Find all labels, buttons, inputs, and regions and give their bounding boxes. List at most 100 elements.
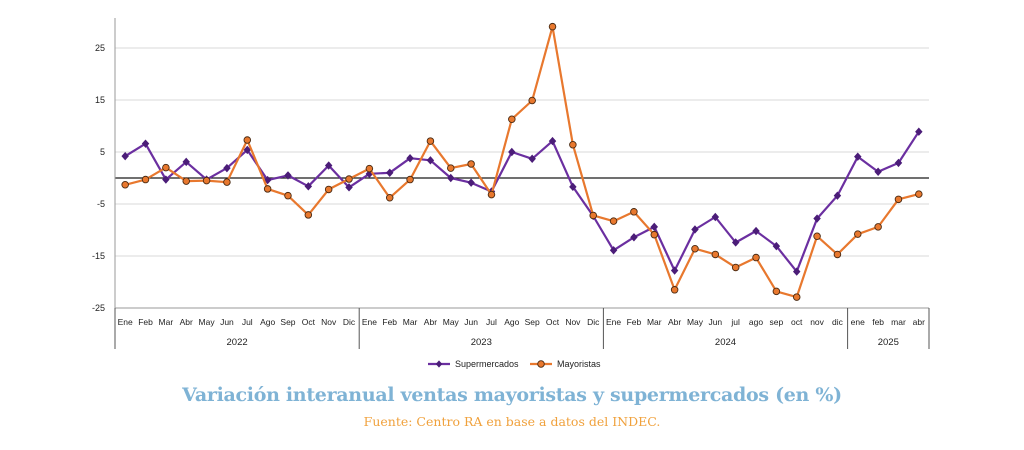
data-point <box>406 175 414 184</box>
data-point <box>284 191 292 200</box>
data-point <box>304 182 313 191</box>
data-point <box>874 223 882 231</box>
data-point <box>385 194 394 202</box>
data-point <box>223 178 231 186</box>
data-point <box>874 167 882 176</box>
data-point <box>752 253 760 262</box>
x-tick-label: Oct <box>546 317 560 327</box>
x-tick-label: Ago <box>504 317 519 327</box>
x-tick-label: Ago <box>260 317 275 327</box>
x-tick-label: oct <box>791 317 803 327</box>
data-point <box>813 214 821 223</box>
data-point <box>609 246 618 255</box>
x-tick-label: Abr <box>180 317 193 327</box>
y-tick-label: 15 <box>95 95 105 105</box>
series-line <box>124 131 920 273</box>
legend-label: Mayoristas <box>557 359 601 369</box>
data-point <box>915 127 923 136</box>
x-tick-label: dic <box>832 317 844 327</box>
legend-item: Supermercados <box>428 359 519 369</box>
series-line <box>124 25 920 299</box>
data-point <box>691 225 699 234</box>
data-point <box>141 175 150 184</box>
year-label: 2024 <box>715 337 736 348</box>
data-point <box>731 238 740 247</box>
x-axis: Ene Feb Mar Abr May Jun Jul Ago Sep Oct Nov Dic Ene F… <box>114 307 930 349</box>
data-point <box>426 156 435 165</box>
data-point <box>121 181 129 189</box>
data-point <box>365 164 374 173</box>
y-tick-label: -5 <box>97 199 105 209</box>
x-tick-label: Jul <box>486 317 497 327</box>
x-tick-label: Sep <box>525 317 540 327</box>
x-tick-label: May <box>443 317 460 327</box>
y-axis: 25 15 5 -5 -15 -25 <box>92 18 116 313</box>
data-point <box>528 96 536 105</box>
x-tick-label: May <box>687 317 704 327</box>
data-point <box>345 175 353 183</box>
x-tick-label: Dic <box>587 317 600 327</box>
data-point <box>447 164 455 172</box>
data-point <box>772 287 781 296</box>
legend-label: Supermercados <box>455 359 519 369</box>
chart: 25 15 5 -5 -15 -25 Ene Feb Mar Abr May Jun Jul Ago Se… <box>92 18 930 369</box>
data-point <box>670 266 679 275</box>
data-point <box>182 157 190 167</box>
year-label: 2023 <box>471 337 492 348</box>
x-tick-label: jul <box>730 317 740 327</box>
x-tick-label: Feb <box>138 317 153 327</box>
data-point <box>731 263 740 272</box>
data-point <box>467 178 475 187</box>
x-tick-label: feb <box>872 317 884 327</box>
x-tick-label: Nov <box>321 317 337 327</box>
data-point <box>284 171 292 180</box>
data-point <box>202 176 211 185</box>
x-tick-label: May <box>199 317 216 327</box>
y-tick-label: 5 <box>100 147 105 157</box>
data-point <box>324 161 333 170</box>
data-point <box>691 244 699 253</box>
data-point <box>141 139 150 148</box>
data-point <box>569 182 577 192</box>
data-point <box>711 250 720 259</box>
data-point <box>894 158 903 168</box>
legend-marker <box>435 360 443 368</box>
x-tick-label: Ene <box>118 317 133 327</box>
data-point <box>162 175 170 184</box>
data-point <box>426 137 435 145</box>
x-tick-label: Jun <box>220 317 234 327</box>
data-point <box>447 173 455 183</box>
data-point <box>182 177 190 185</box>
x-tick-label: Abr <box>668 317 681 327</box>
data-point <box>385 168 394 178</box>
data-point <box>792 267 801 276</box>
year-label: 2025 <box>878 337 899 348</box>
data-point <box>487 190 496 199</box>
data-point <box>752 226 760 236</box>
x-tick-label: mar <box>891 317 906 327</box>
year-label: 2022 <box>227 337 248 348</box>
data-point <box>650 230 659 239</box>
y-tick-label: 25 <box>95 43 105 53</box>
series-group <box>121 22 923 301</box>
data-point <box>854 152 862 161</box>
data-point <box>508 115 516 123</box>
chart-source: Fuente: Centro RA en base a datos del IN… <box>363 414 661 429</box>
x-tick-label: Mar <box>159 317 174 327</box>
data-point <box>833 191 842 200</box>
data-point <box>508 147 516 157</box>
x-tick-label: Sep <box>280 317 295 327</box>
x-tick-label: Mar <box>403 317 418 327</box>
x-tick-label: Dic <box>343 317 356 327</box>
data-point <box>894 195 903 204</box>
x-tick-label: Jun <box>464 317 478 327</box>
data-point <box>772 241 781 251</box>
y-tick-label: -15 <box>92 251 105 261</box>
x-tick-label: Abr <box>424 317 437 327</box>
x-tick-label: sep <box>770 317 784 327</box>
data-point <box>650 222 659 232</box>
x-tick-label: Jun <box>708 317 722 327</box>
legend-item: Mayoristas <box>530 359 601 369</box>
data-point <box>630 233 638 242</box>
data-point <box>589 211 597 220</box>
